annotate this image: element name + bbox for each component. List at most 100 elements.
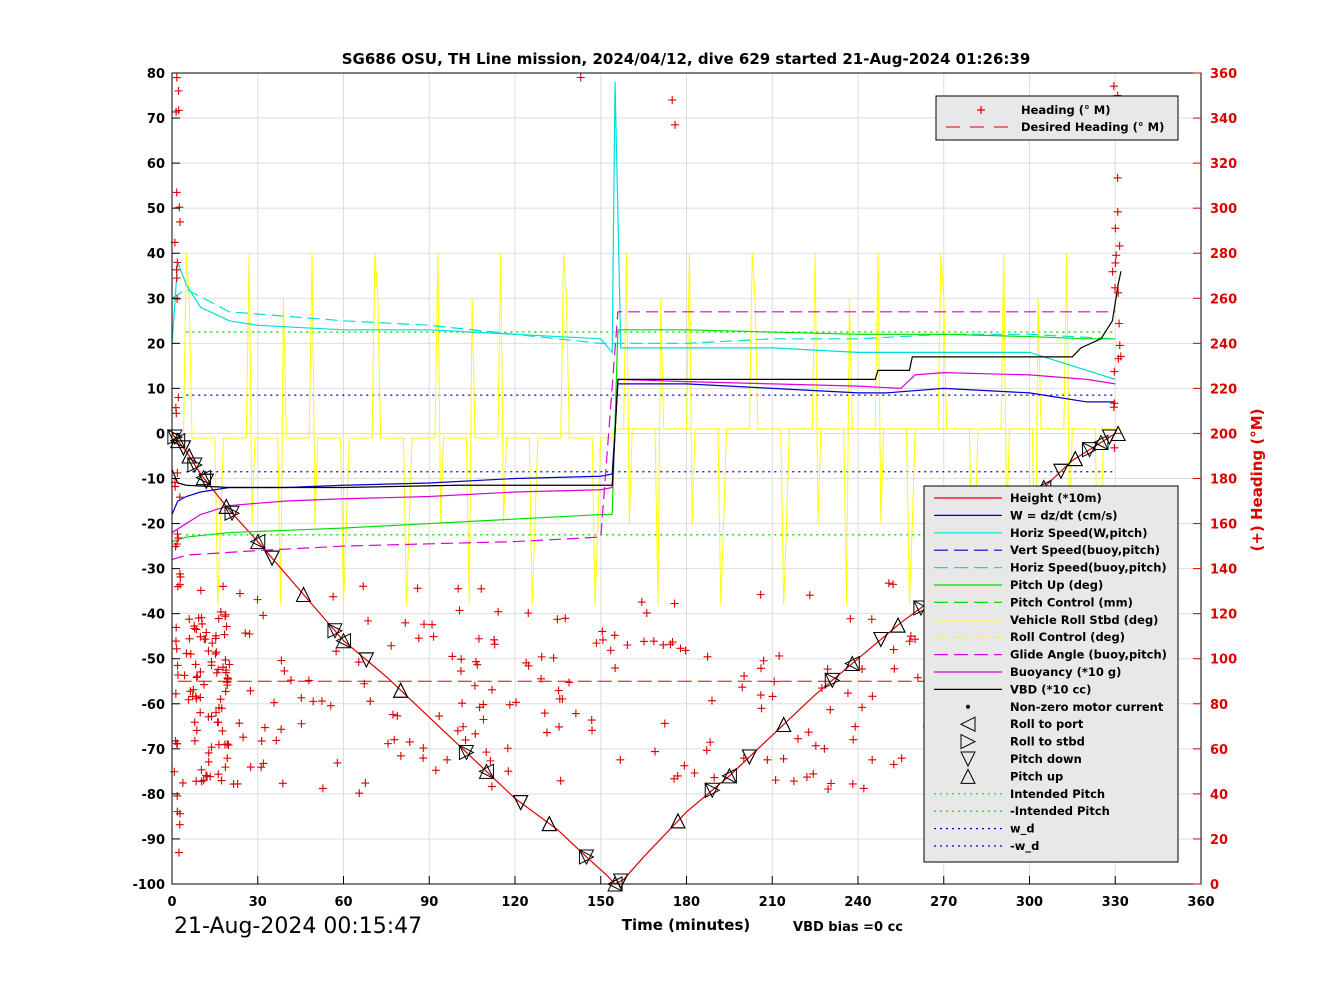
heading-point (222, 622, 231, 631)
heading-point (174, 86, 183, 95)
roll-marker (824, 672, 841, 689)
heading-point (218, 726, 227, 735)
heading-point (867, 615, 876, 624)
pitch-marker (195, 469, 212, 486)
y-right-tick-label: 340 (1210, 112, 1237, 127)
heading-point (1110, 367, 1119, 376)
legend-label: VBD (*10 cc) (1010, 682, 1091, 696)
vehicle-roll-line (172, 253, 1121, 605)
heading-point (219, 582, 228, 591)
heading-point (1112, 251, 1121, 260)
heading-point (204, 646, 213, 655)
heading-point (475, 703, 484, 712)
legend-heading-swatch (977, 106, 985, 114)
heading-point (171, 689, 180, 698)
heading-point (503, 744, 512, 753)
heading-point (384, 739, 393, 748)
heading-point (763, 755, 772, 764)
heading-point (176, 572, 185, 581)
roll-marker (327, 622, 344, 639)
heading-point (277, 725, 286, 734)
roll-marker (578, 849, 595, 865)
heading-point (245, 630, 254, 639)
heading-point (204, 748, 213, 757)
heading-point (1111, 224, 1120, 233)
heading-point (405, 737, 414, 746)
heading-point (173, 661, 182, 670)
heading-point (259, 611, 268, 620)
chart-title: SG686 OSU, TH Line mission, 2024/04/12, … (342, 50, 1031, 68)
heading-point (173, 670, 182, 679)
x-tick-label: 120 (501, 895, 528, 910)
heading-point (204, 712, 213, 721)
legend-label: Glide Angle (buoy,pitch) (1010, 648, 1167, 662)
pitch-marker (335, 632, 352, 649)
heading-point (241, 629, 250, 638)
heading-point (304, 676, 313, 685)
heading-point (660, 719, 669, 728)
heading-point (470, 681, 479, 690)
heading-point (588, 726, 597, 735)
legend-heading-box (935, 95, 1179, 141)
heading-point (512, 698, 521, 707)
y-right-tick-label: 100 (1210, 653, 1237, 668)
heading-point (217, 776, 226, 785)
y-right-tick-label: 220 (1210, 382, 1237, 397)
heading-point (858, 664, 867, 673)
heading-point (387, 641, 396, 650)
heading-point (524, 608, 533, 617)
heading-point (182, 649, 191, 658)
heading-point (666, 640, 675, 649)
heading-point (214, 614, 223, 623)
heading-point (659, 640, 668, 649)
heading-point (212, 668, 221, 677)
heading-point (1109, 403, 1118, 412)
heading-point (1113, 207, 1122, 216)
heading-point (616, 755, 625, 764)
heading-point (739, 754, 748, 763)
heading-point (211, 631, 220, 640)
pitch-marker (1067, 450, 1084, 467)
heading-point (1108, 267, 1117, 276)
heading-point (817, 684, 826, 693)
y-tick-label: -70 (142, 743, 166, 758)
legend-label: Pitch Control (mm) (1010, 595, 1133, 609)
pitch-marker (890, 616, 906, 633)
heading-point (202, 771, 211, 780)
legend-label: Pitch down (1010, 752, 1082, 766)
heading-point (420, 620, 429, 629)
heading-point (419, 754, 428, 763)
heading-point (173, 582, 182, 591)
heading-point (779, 754, 788, 763)
heading-point (474, 634, 483, 643)
heading-point (540, 709, 549, 718)
heading-point (172, 265, 181, 274)
heading-point (756, 590, 765, 599)
y-right-tick-label: 300 (1210, 202, 1237, 217)
roll-marker (721, 768, 737, 784)
heading-point (1116, 352, 1125, 361)
heading-point (459, 722, 468, 731)
heading-point (1110, 399, 1119, 408)
heading-point (354, 658, 363, 667)
y-tick-label: 50 (147, 202, 165, 217)
heading-point (364, 616, 373, 625)
heading-point (214, 665, 223, 674)
heading-point (565, 678, 574, 687)
heading-point (246, 686, 255, 695)
heading-point (487, 782, 496, 791)
y-right-tick-label: 140 (1210, 563, 1237, 578)
pitch-marker (512, 795, 529, 811)
heading-point (458, 699, 467, 708)
legend-heading: Heading (° M) Desired Heading (° M) (935, 95, 1179, 141)
legend-label: w_d (1010, 822, 1035, 837)
y-tick-label: -20 (142, 518, 166, 533)
heading-point (706, 738, 715, 747)
heading-point (738, 683, 747, 692)
legend-label: Vert Speed(buoy,pitch) (1010, 543, 1160, 557)
heading-point (235, 589, 244, 598)
heading-point (207, 661, 216, 670)
heading-point (198, 619, 207, 628)
pitch-marker (873, 631, 889, 648)
